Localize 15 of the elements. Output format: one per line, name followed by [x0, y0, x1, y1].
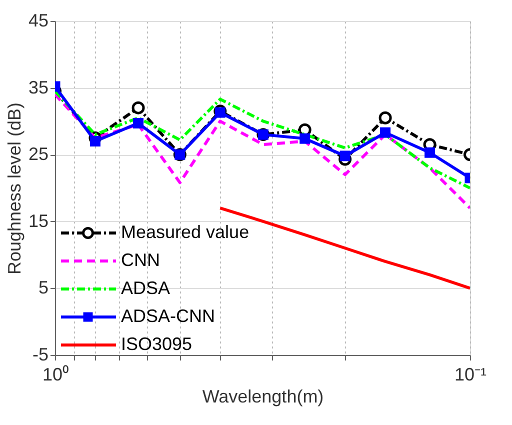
x-axis-title: Wavelength(m): [202, 386, 324, 406]
legend-label: Measured value: [121, 222, 250, 242]
y-tick-label: 45: [28, 10, 48, 30]
y-tick-label: 5: [38, 278, 48, 298]
legend-label: ADSA-CNN: [121, 306, 216, 326]
x-tick-label: 10⁰: [42, 364, 69, 384]
y-tick-label: 35: [28, 77, 48, 98]
y-tick-label: 15: [28, 210, 48, 231]
legend-label: ADSA: [121, 278, 170, 298]
legend-label: CNN: [121, 250, 160, 270]
legend-label: ISO3095: [121, 334, 192, 354]
y-tick-label: -5: [32, 344, 48, 364]
y-axis-title: Roughness level (dB): [4, 102, 24, 275]
x-tick-label: 10⁻¹: [454, 364, 487, 384]
y-tick-label: 25: [28, 144, 48, 164]
